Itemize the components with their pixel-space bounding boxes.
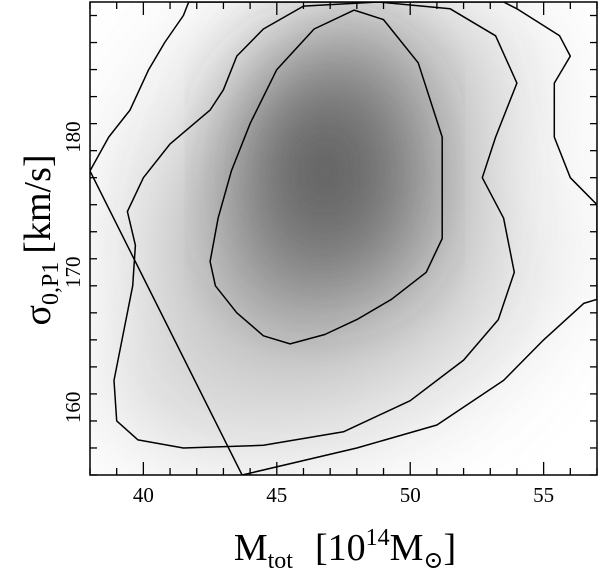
x-tick-labels: 40 45 50 55 xyxy=(133,483,554,507)
x-label-unit: M xyxy=(390,527,424,569)
x-label-main: M xyxy=(234,527,268,569)
x-tick-label: 55 xyxy=(533,483,554,507)
x-label-sub: tot xyxy=(268,548,294,570)
x-axis-label: Mtot [1014M⊙] xyxy=(234,525,456,570)
x-label-sup: 14 xyxy=(366,525,390,551)
y-axis-label: σ0,P1 [km/s] xyxy=(17,154,64,325)
x-label-close: ] xyxy=(444,527,457,569)
x-tick-label: 45 xyxy=(266,483,287,507)
y-label-main: σ xyxy=(17,305,59,325)
x-tick-label: 50 xyxy=(400,483,421,507)
y-tick-label: 180 xyxy=(61,121,85,153)
plot-frame xyxy=(89,1,598,476)
x-tick-label: 40 xyxy=(133,483,154,507)
y-tick-labels: 160 170 180 xyxy=(61,121,85,423)
density-map xyxy=(90,2,597,475)
x-label-open: [10 xyxy=(315,527,366,569)
y-label-sub: 0,P1 xyxy=(38,262,64,305)
y-tick-label: 160 xyxy=(61,392,85,424)
x-label-unit-sub: ⊙ xyxy=(423,548,443,570)
contour-inner xyxy=(209,9,443,345)
contour-outer xyxy=(90,2,597,475)
y-tick-label: 170 xyxy=(61,257,85,289)
density-peak xyxy=(254,75,395,266)
y-label-unit: [km/s] xyxy=(17,154,59,253)
